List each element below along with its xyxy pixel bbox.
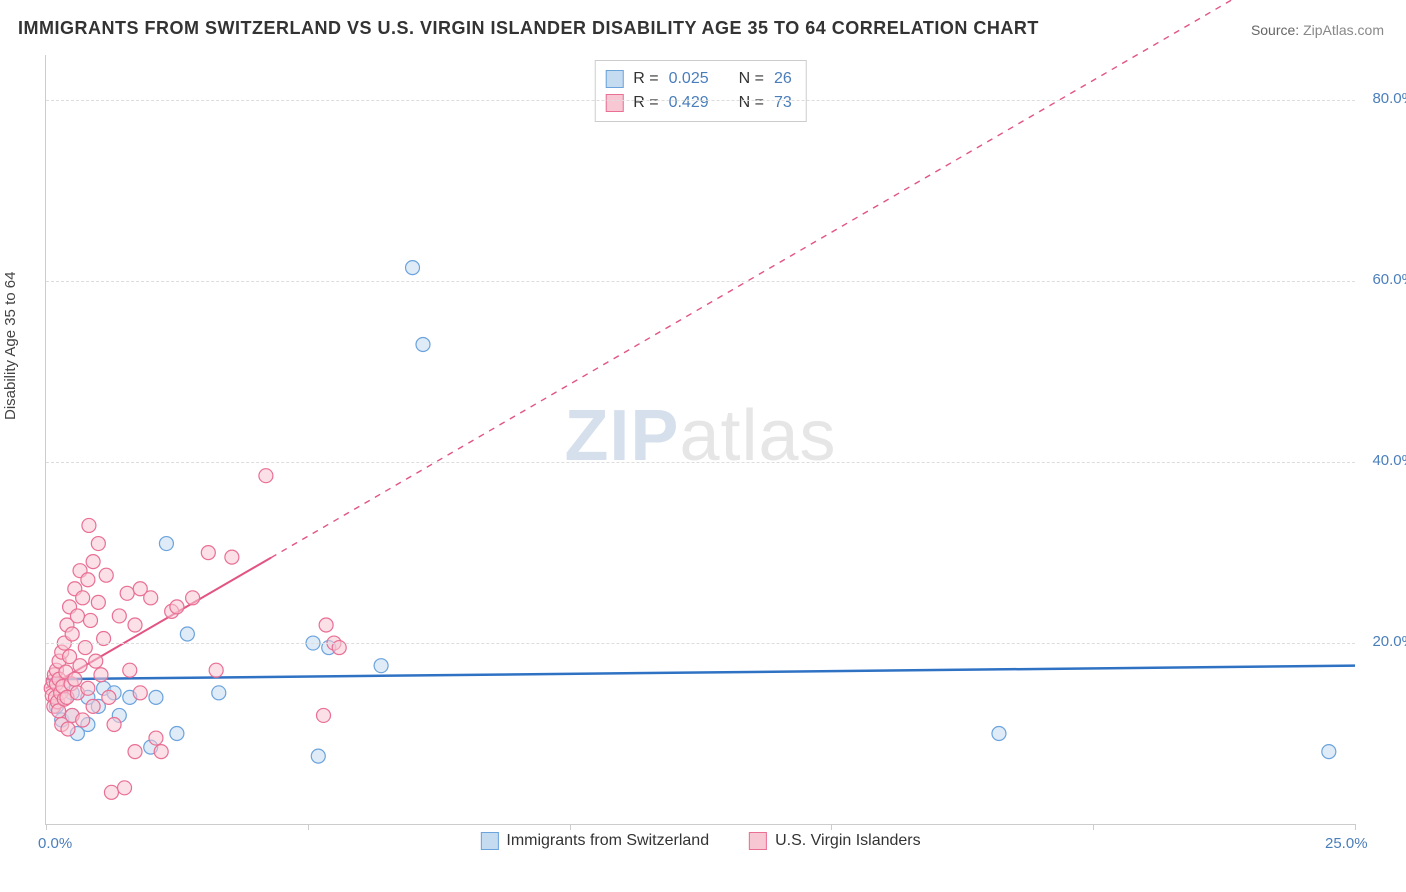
stats-legend: R = 0.025 N = 26 R = 0.429 N = 73 [594,60,807,122]
data-point [86,699,100,713]
data-point [91,595,105,609]
xtick [46,824,47,830]
stat-r-label-2: R = [633,94,658,112]
stat-n-value-2: 73 [774,94,792,112]
plot-area: ZIPatlas R = 0.025 N = 26 R = 0.429 N = … [45,55,1355,825]
data-point [128,618,142,632]
data-point [319,618,333,632]
source-value: ZipAtlas.com [1303,22,1384,38]
data-point [107,717,121,731]
source-label: Source: [1251,22,1299,38]
legend-label-1: Immigrants from Switzerland [506,832,709,850]
data-point [76,713,90,727]
data-point [149,731,163,745]
data-point [104,785,118,799]
stat-r-value-2: 0.429 [669,94,709,112]
xtick-label: 25.0% [1325,835,1368,852]
source-credit: Source: ZipAtlas.com [1251,22,1384,38]
data-point [133,686,147,700]
xtick [831,824,832,830]
data-point [311,749,325,763]
gridline-h [46,281,1355,282]
data-point [201,546,215,560]
data-point [149,690,163,704]
data-point [416,338,430,352]
data-point [102,690,116,704]
data-point [225,550,239,564]
data-point [120,586,134,600]
data-point [186,591,200,605]
xtick [570,824,571,830]
ytick-label: 60.0% [1372,271,1406,288]
xtick [308,824,309,830]
chart-container: IMMIGRANTS FROM SWITZERLAND VS U.S. VIRG… [0,0,1406,892]
stat-r-value-1: 0.025 [669,70,709,88]
chart-title: IMMIGRANTS FROM SWITZERLAND VS U.S. VIRG… [18,18,1039,39]
data-point [99,568,113,582]
xtick [1355,824,1356,830]
legend-label-2: U.S. Virgin Islanders [775,832,921,850]
data-point [1322,745,1336,759]
stat-n-label-2: N = [739,94,764,112]
swatch-series-2 [605,94,623,112]
gridline-h [46,643,1355,644]
data-point [73,659,87,673]
data-point [374,659,388,673]
data-point [94,668,108,682]
ytick-label: 40.0% [1372,452,1406,469]
legend-swatch-1 [480,832,498,850]
gridline-h [46,100,1355,101]
plot-svg [46,55,1355,824]
data-point [992,727,1006,741]
data-point [82,518,96,532]
legend-item-1: Immigrants from Switzerland [480,832,709,850]
y-axis-label: Disability Age 35 to 64 [2,272,19,420]
data-point [68,672,82,686]
data-point [128,745,142,759]
data-point [76,591,90,605]
trend-line-solid [46,666,1355,680]
data-point [81,681,95,695]
stats-row-series-1: R = 0.025 N = 26 [605,67,792,91]
stat-n-label-1: N = [739,70,764,88]
data-point [212,686,226,700]
stat-r-label-1: R = [633,70,658,88]
data-point [154,745,168,759]
stats-row-series-2: R = 0.429 N = 73 [605,91,792,115]
ytick-label: 80.0% [1372,90,1406,107]
data-point [144,591,158,605]
data-point [81,573,95,587]
data-point [317,708,331,722]
legend-swatch-2 [749,832,767,850]
data-point [91,537,105,551]
data-point [259,469,273,483]
series-legend: Immigrants from Switzerland U.S. Virgin … [480,832,920,850]
data-point [86,555,100,569]
data-point [123,663,137,677]
data-point [406,261,420,275]
data-point [84,613,98,627]
data-point [159,537,173,551]
data-point [170,600,184,614]
swatch-series-1 [605,70,623,88]
data-point [89,654,103,668]
data-point [70,609,84,623]
data-point [118,781,132,795]
legend-item-2: U.S. Virgin Islanders [749,832,921,850]
gridline-h [46,462,1355,463]
xtick [1093,824,1094,830]
data-point [65,627,79,641]
data-point [170,727,184,741]
trend-line-dashed [271,0,1355,558]
stat-n-value-1: 26 [774,70,792,88]
data-point [180,627,194,641]
ytick-label: 20.0% [1372,633,1406,650]
data-point [209,663,223,677]
xtick-label: 0.0% [38,835,72,852]
data-point [61,722,75,736]
data-point [112,609,126,623]
